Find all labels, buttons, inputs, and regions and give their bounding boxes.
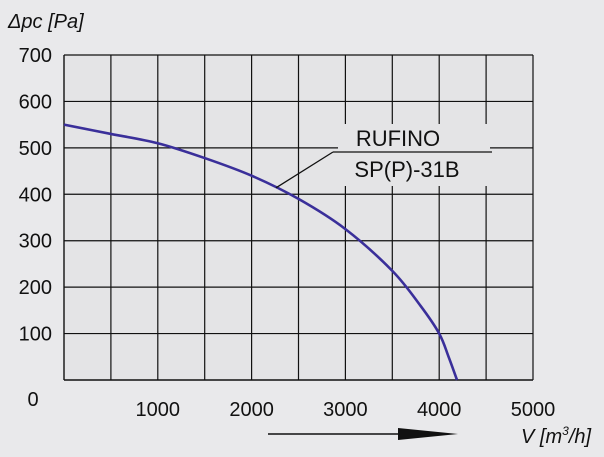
y-tick-label: 500 — [19, 138, 52, 160]
y-tick-label: 400 — [19, 184, 52, 206]
y-tick-label: 700 — [19, 45, 52, 67]
x-tick-label: 1000 — [136, 399, 181, 421]
tick-labels: 100 200 300 400 500 600 700 0 1000 2000 3000 4000 50… — [19, 45, 556, 421]
grid — [63, 54, 534, 381]
x-tick-label: 3000 — [323, 399, 368, 421]
y-tick-label: 200 — [19, 277, 52, 299]
annotation-leader — [275, 151, 334, 189]
annotation-background — [338, 124, 490, 186]
y-tick-label: 100 — [19, 324, 52, 346]
x-tick-label: 2000 — [229, 399, 274, 421]
annotation: RUFINO SP(P)-31B — [275, 124, 492, 189]
series-line — [63, 123, 459, 381]
x-tick-label: 5000 — [511, 399, 556, 421]
x-axis-label: V [m3/h] — [521, 424, 591, 448]
y-tick-label: 600 — [19, 91, 52, 113]
y-tick-label: 300 — [19, 231, 52, 253]
curve-layer — [63, 123, 459, 381]
x-tick-label: 4000 — [417, 399, 462, 421]
origin-label: 0 — [27, 389, 38, 411]
annotation-line-1: RUFINO — [356, 126, 440, 151]
x-direction-arrow — [268, 428, 458, 440]
y-axis-label: Δpc [Pa] — [7, 11, 84, 33]
annotation-line-2: SP(P)-31B — [354, 157, 459, 182]
